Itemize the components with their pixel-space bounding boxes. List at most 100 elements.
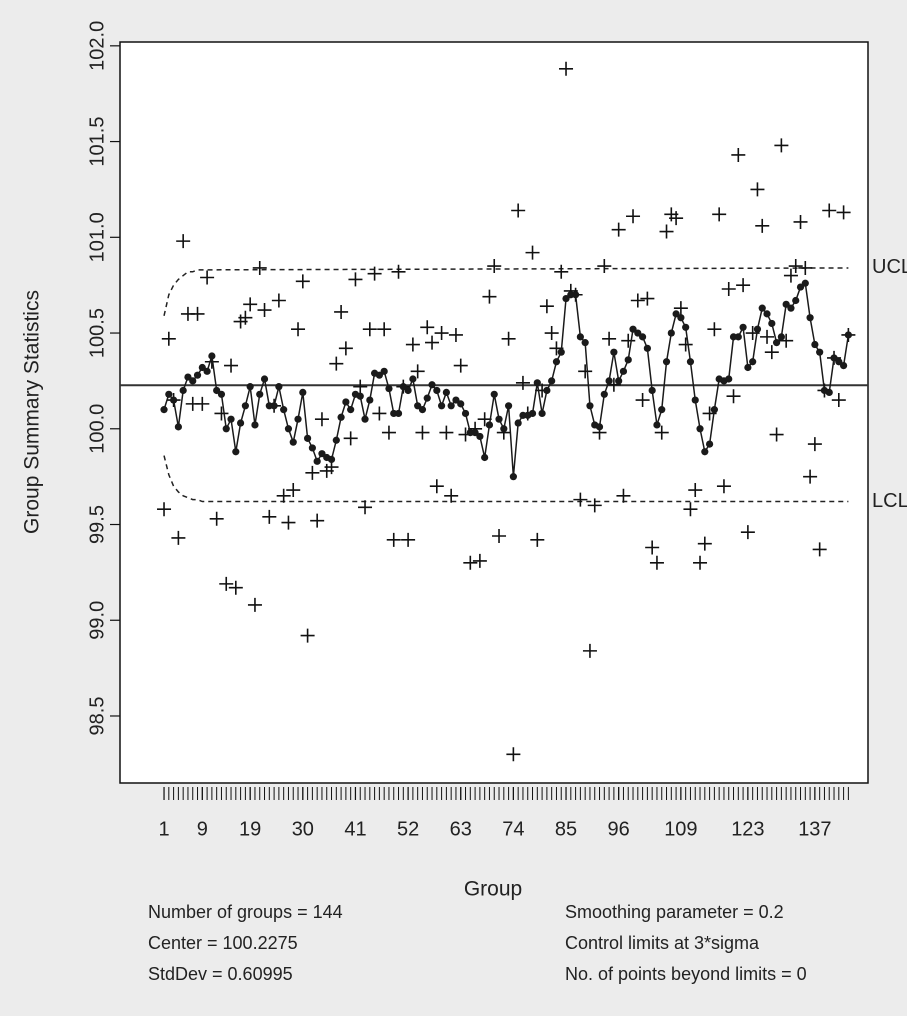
statistic-point: [611, 222, 626, 237]
statistic-point: [477, 412, 492, 427]
statistic-point: [314, 412, 329, 427]
ewma-point: [682, 323, 690, 331]
statistic-point: [415, 425, 430, 440]
ewma-point: [313, 457, 321, 465]
statistic-point: [252, 260, 267, 275]
statistic-point: [448, 327, 463, 342]
x-tick-label: 63: [450, 818, 472, 840]
statistic-point: [530, 532, 545, 547]
statistic-point: [649, 555, 664, 570]
statistic-point: [381, 425, 396, 440]
statistic-point: [291, 322, 306, 337]
statistic-point: [425, 335, 440, 350]
statistic-point: [453, 358, 468, 373]
statistic-point: [176, 234, 191, 249]
statistic-point: [793, 214, 808, 229]
ewma-point: [294, 415, 302, 423]
ewma-point: [165, 390, 173, 398]
ewma-point: [768, 319, 776, 328]
statistic-point: [731, 147, 746, 162]
statistic-point: [295, 274, 310, 289]
statistic-point: [764, 345, 779, 360]
statistic-point: [774, 138, 789, 153]
ewma-point: [725, 375, 733, 383]
ewma-point: [533, 379, 541, 387]
statistic-point: [161, 331, 176, 346]
ewma-point: [447, 402, 455, 410]
ewma-point: [361, 415, 369, 423]
ewma-point: [610, 348, 618, 356]
statistic-point: [362, 322, 377, 337]
ewma-point: [801, 279, 809, 287]
ewma-point: [753, 325, 762, 333]
ewma-point: [342, 398, 350, 406]
statistic-point: [587, 498, 602, 513]
statistic-point: [276, 488, 291, 503]
ewma-point: [600, 390, 608, 398]
statistic-point: [582, 643, 597, 658]
statistic-point: [171, 530, 186, 545]
ewma-point: [835, 358, 843, 366]
statistic-point: [300, 628, 315, 643]
statistic-point: [358, 500, 373, 515]
stat-text: Center = 100.2275: [148, 933, 298, 953]
ewma-point: [787, 304, 795, 312]
statistic-point: [616, 488, 631, 503]
x-tick-label: 9: [197, 818, 208, 840]
statistic-point: [200, 270, 215, 285]
ewma-point: [595, 423, 604, 431]
ewma-point: [830, 354, 838, 362]
y-tick-label: 99.5: [86, 505, 108, 544]
y-axis-title: Group Summary Statistics: [21, 290, 44, 534]
statistic-point: [630, 293, 645, 308]
statistic-point: [195, 396, 210, 411]
statistic-point: [573, 492, 588, 507]
ewma-point: [691, 396, 699, 404]
statistic-point: [243, 297, 258, 312]
statistic-point: [721, 282, 736, 296]
statistic-point: [707, 322, 722, 337]
ewma-point: [839, 361, 848, 370]
ewma-point: [481, 453, 489, 462]
ewma-point: [241, 402, 249, 410]
statistic-point: [807, 437, 822, 452]
ewma-point: [615, 377, 623, 385]
ewma-point: [710, 406, 718, 414]
x-tick-label: 19: [239, 818, 261, 840]
ewma-point: [581, 339, 589, 347]
ewma-point: [380, 367, 388, 375]
ewma-point: [409, 375, 417, 383]
ewma-point: [437, 402, 446, 410]
statistic-point: [712, 207, 727, 222]
ewma-point: [457, 400, 465, 408]
statistic-point: [812, 542, 827, 557]
statistic-point: [578, 364, 593, 379]
statistic-point: [343, 431, 358, 446]
statistic-point: [334, 304, 349, 319]
stat-text: StdDev = 0.60995: [148, 964, 293, 984]
statistic-point: [310, 513, 325, 528]
ewma-point: [213, 386, 221, 395]
x-tick-label: 1: [158, 818, 169, 840]
statistic-point: [420, 320, 435, 335]
statistic-point: [281, 515, 296, 530]
ewma-point: [624, 356, 632, 364]
statistic-point: [219, 576, 234, 591]
ewma-point: [217, 390, 226, 398]
ewma-point: [414, 402, 422, 410]
statistic-point: [836, 205, 851, 220]
statistic-point: [716, 479, 731, 494]
ewma-point: [782, 300, 790, 308]
statistic-point: [501, 331, 516, 346]
ewma-point: [275, 383, 283, 391]
statistic-point: [257, 303, 272, 318]
ewma-point: [433, 386, 441, 395]
ewma-point: [629, 325, 637, 333]
ewma-point: [744, 363, 752, 372]
statistic-point: [247, 597, 262, 612]
x-tick-label: 74: [502, 818, 524, 840]
statistic-point: [554, 264, 569, 279]
plot-area: [119, 41, 869, 784]
